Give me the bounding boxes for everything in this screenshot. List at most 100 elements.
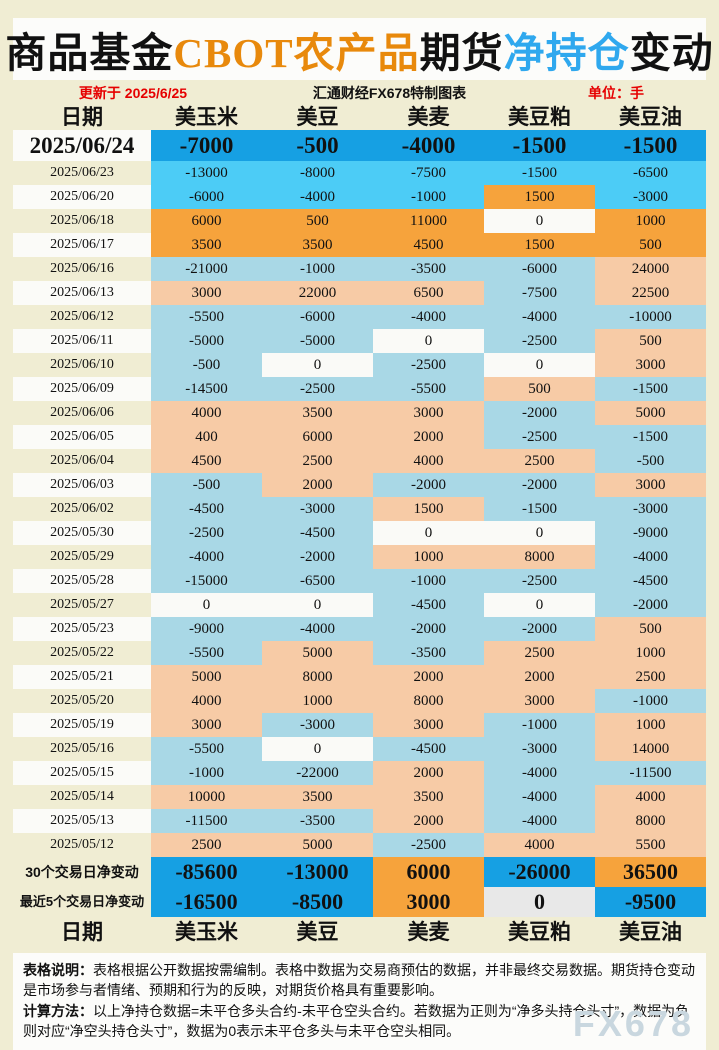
value-cell: 1000 xyxy=(262,689,373,713)
date-cell: 2025/06/13 xyxy=(13,281,151,305)
value-cell: -9000 xyxy=(595,521,706,545)
value-cell: 2500 xyxy=(151,833,262,857)
date-cell: 2025/06/16 xyxy=(50,261,114,276)
value-cell: -4000 xyxy=(484,305,595,329)
value-cell: 5000 xyxy=(262,641,373,665)
value-cell: -3000 xyxy=(595,185,706,209)
value-cell: 0 xyxy=(151,593,262,617)
date-cell: 2025/06/04 xyxy=(50,453,114,468)
column-footer-soyoil: 美豆油 xyxy=(619,920,682,944)
value-cell: 500 xyxy=(595,233,706,257)
table-row: 2025/06/23 -13000 -8000 -7500 -1500 -6500 xyxy=(13,161,706,185)
value-cell: -2000 xyxy=(484,473,595,497)
date-cell: 2025/06/09 xyxy=(13,377,151,401)
value-cell: -4000 xyxy=(595,545,706,569)
value-cell: -9000 xyxy=(151,617,262,641)
value-cell: 3000 xyxy=(595,473,706,497)
date-cell: 2025/06/11 xyxy=(13,329,151,353)
value-cell: -1500 xyxy=(595,130,706,161)
value-cell: -13000 xyxy=(151,161,262,185)
date-cell: 2025/05/23 xyxy=(13,617,151,641)
value-cell: 3500 xyxy=(262,401,373,425)
value-cell: -5500 xyxy=(151,641,262,665)
value-cell: -11500 xyxy=(151,809,262,833)
table-row: 2025/06/10 -500 0 -2500 0 3000 xyxy=(13,353,706,377)
value-cell: 3000 xyxy=(484,689,595,713)
value-cell: -8000 xyxy=(262,161,373,185)
value-cell: -3000 xyxy=(595,497,706,521)
date-cell: 2025/05/12 xyxy=(50,837,114,852)
value-cell: -500 xyxy=(151,473,262,497)
column-header-soyoil: 美豆油 xyxy=(619,105,682,129)
value-cell: -1500 xyxy=(484,497,595,521)
summary-value-cell: 3000 xyxy=(373,887,484,917)
table-row: 2025/06/17 3500 3500 4500 1500 500 xyxy=(13,233,706,257)
page-title: 商品基金CBOT农产品期货净持仓变动 xyxy=(5,19,713,79)
summary-row: 最近5个交易日净变动 -16500 -8500 3000 0 -9500 xyxy=(13,887,706,917)
value-cell: 8000 xyxy=(484,545,595,569)
value-cell: -500 xyxy=(595,449,706,473)
table-row: 2025/06/20 -6000 -4000 -1000 1500 -3000 xyxy=(13,185,706,209)
table-header: 日期 美玉米 美豆 美麦 美豆粕 美豆油 xyxy=(13,104,706,130)
table-row: 2025/06/24 -7000 -500 -4000 -1500 -1500 xyxy=(13,130,706,161)
value-cell: 10000 xyxy=(151,785,262,809)
update-date-label: 更新于 2025/6/25 xyxy=(78,85,188,101)
value-cell: -1000 xyxy=(373,185,484,209)
value-cell: 500 xyxy=(595,329,706,353)
date-cell: 2025/05/19 xyxy=(13,713,151,737)
value-cell: -3000 xyxy=(262,713,373,737)
value-cell: -4000 xyxy=(262,185,373,209)
title-part-black1: 商品基金 xyxy=(5,30,174,76)
date-cell: 2025/06/23 xyxy=(50,165,114,180)
date-cell: 2025/05/22 xyxy=(50,645,114,660)
table-row: 2025/06/12 -5500 -6000 -4000 -4000 -10000 xyxy=(13,305,706,329)
value-cell: -2000 xyxy=(595,593,706,617)
value-cell: -1000 xyxy=(484,713,595,737)
value-cell: -1500 xyxy=(484,161,595,185)
notes-method-label: 计算方法： xyxy=(23,1002,93,1019)
table-row: 2025/05/16 -5500 0 -4500 -3000 14000 xyxy=(13,737,706,761)
value-cell: -4500 xyxy=(151,497,262,521)
value-cell: 14000 xyxy=(595,737,706,761)
column-header-corn: 美玉米 xyxy=(175,105,238,129)
summary-value-cell: -13000 xyxy=(262,857,373,887)
date-cell: 2025/05/20 xyxy=(50,693,114,708)
value-cell: 8000 xyxy=(373,689,484,713)
value-cell: 3500 xyxy=(262,785,373,809)
table-row: 2025/05/21 5000 8000 2000 2000 2500 xyxy=(13,665,706,689)
value-cell: 400 xyxy=(151,425,262,449)
value-cell: -14500 xyxy=(151,377,262,401)
summary-label: 最近5个交易日净变动 xyxy=(19,894,145,909)
value-cell: -2000 xyxy=(484,617,595,641)
column-header-wheat: 美麦 xyxy=(407,105,450,129)
value-cell: -4000 xyxy=(484,809,595,833)
value-cell: -2500 xyxy=(262,377,373,401)
value-cell: -500 xyxy=(262,130,373,161)
value-cell: -5000 xyxy=(262,329,373,353)
value-cell: -10000 xyxy=(595,305,706,329)
table-row: 2025/06/04 4500 2500 4000 2500 -500 xyxy=(13,449,706,473)
value-cell: 3500 xyxy=(262,233,373,257)
summary-value-cell: 36500 xyxy=(595,857,706,887)
value-cell: 3000 xyxy=(373,713,484,737)
value-cell: -3000 xyxy=(484,737,595,761)
value-cell: 3000 xyxy=(595,353,706,377)
table-row: 2025/05/27 0 0 -4500 0 -2000 xyxy=(13,593,706,617)
date-cell: 2025/06/18 xyxy=(50,213,114,228)
value-cell: 4000 xyxy=(484,833,595,857)
value-cell: 6500 xyxy=(373,281,484,305)
table-row: 2025/06/16 -21000 -1000 -3500 -6000 24000 xyxy=(13,257,706,281)
notes-explain-label: 表格说明： xyxy=(23,962,93,978)
value-cell: 24000 xyxy=(595,257,706,281)
value-cell: 1000 xyxy=(595,641,706,665)
unit-label: 单位：手 xyxy=(588,85,644,101)
title-part-black2: 期货 xyxy=(419,30,504,76)
value-cell: -2000 xyxy=(484,401,595,425)
date-cell: 2025/06/17 xyxy=(13,233,151,257)
date-cell: 2025/06/20 xyxy=(13,185,151,209)
value-cell: 0 xyxy=(484,209,595,233)
value-cell: 3500 xyxy=(373,785,484,809)
value-cell: 4000 xyxy=(151,689,262,713)
infographic: 商品基金CBOT农产品期货净持仓变动 更新于 2025/6/25 汇通财经FX6… xyxy=(5,18,713,1050)
value-cell: -2500 xyxy=(484,569,595,593)
